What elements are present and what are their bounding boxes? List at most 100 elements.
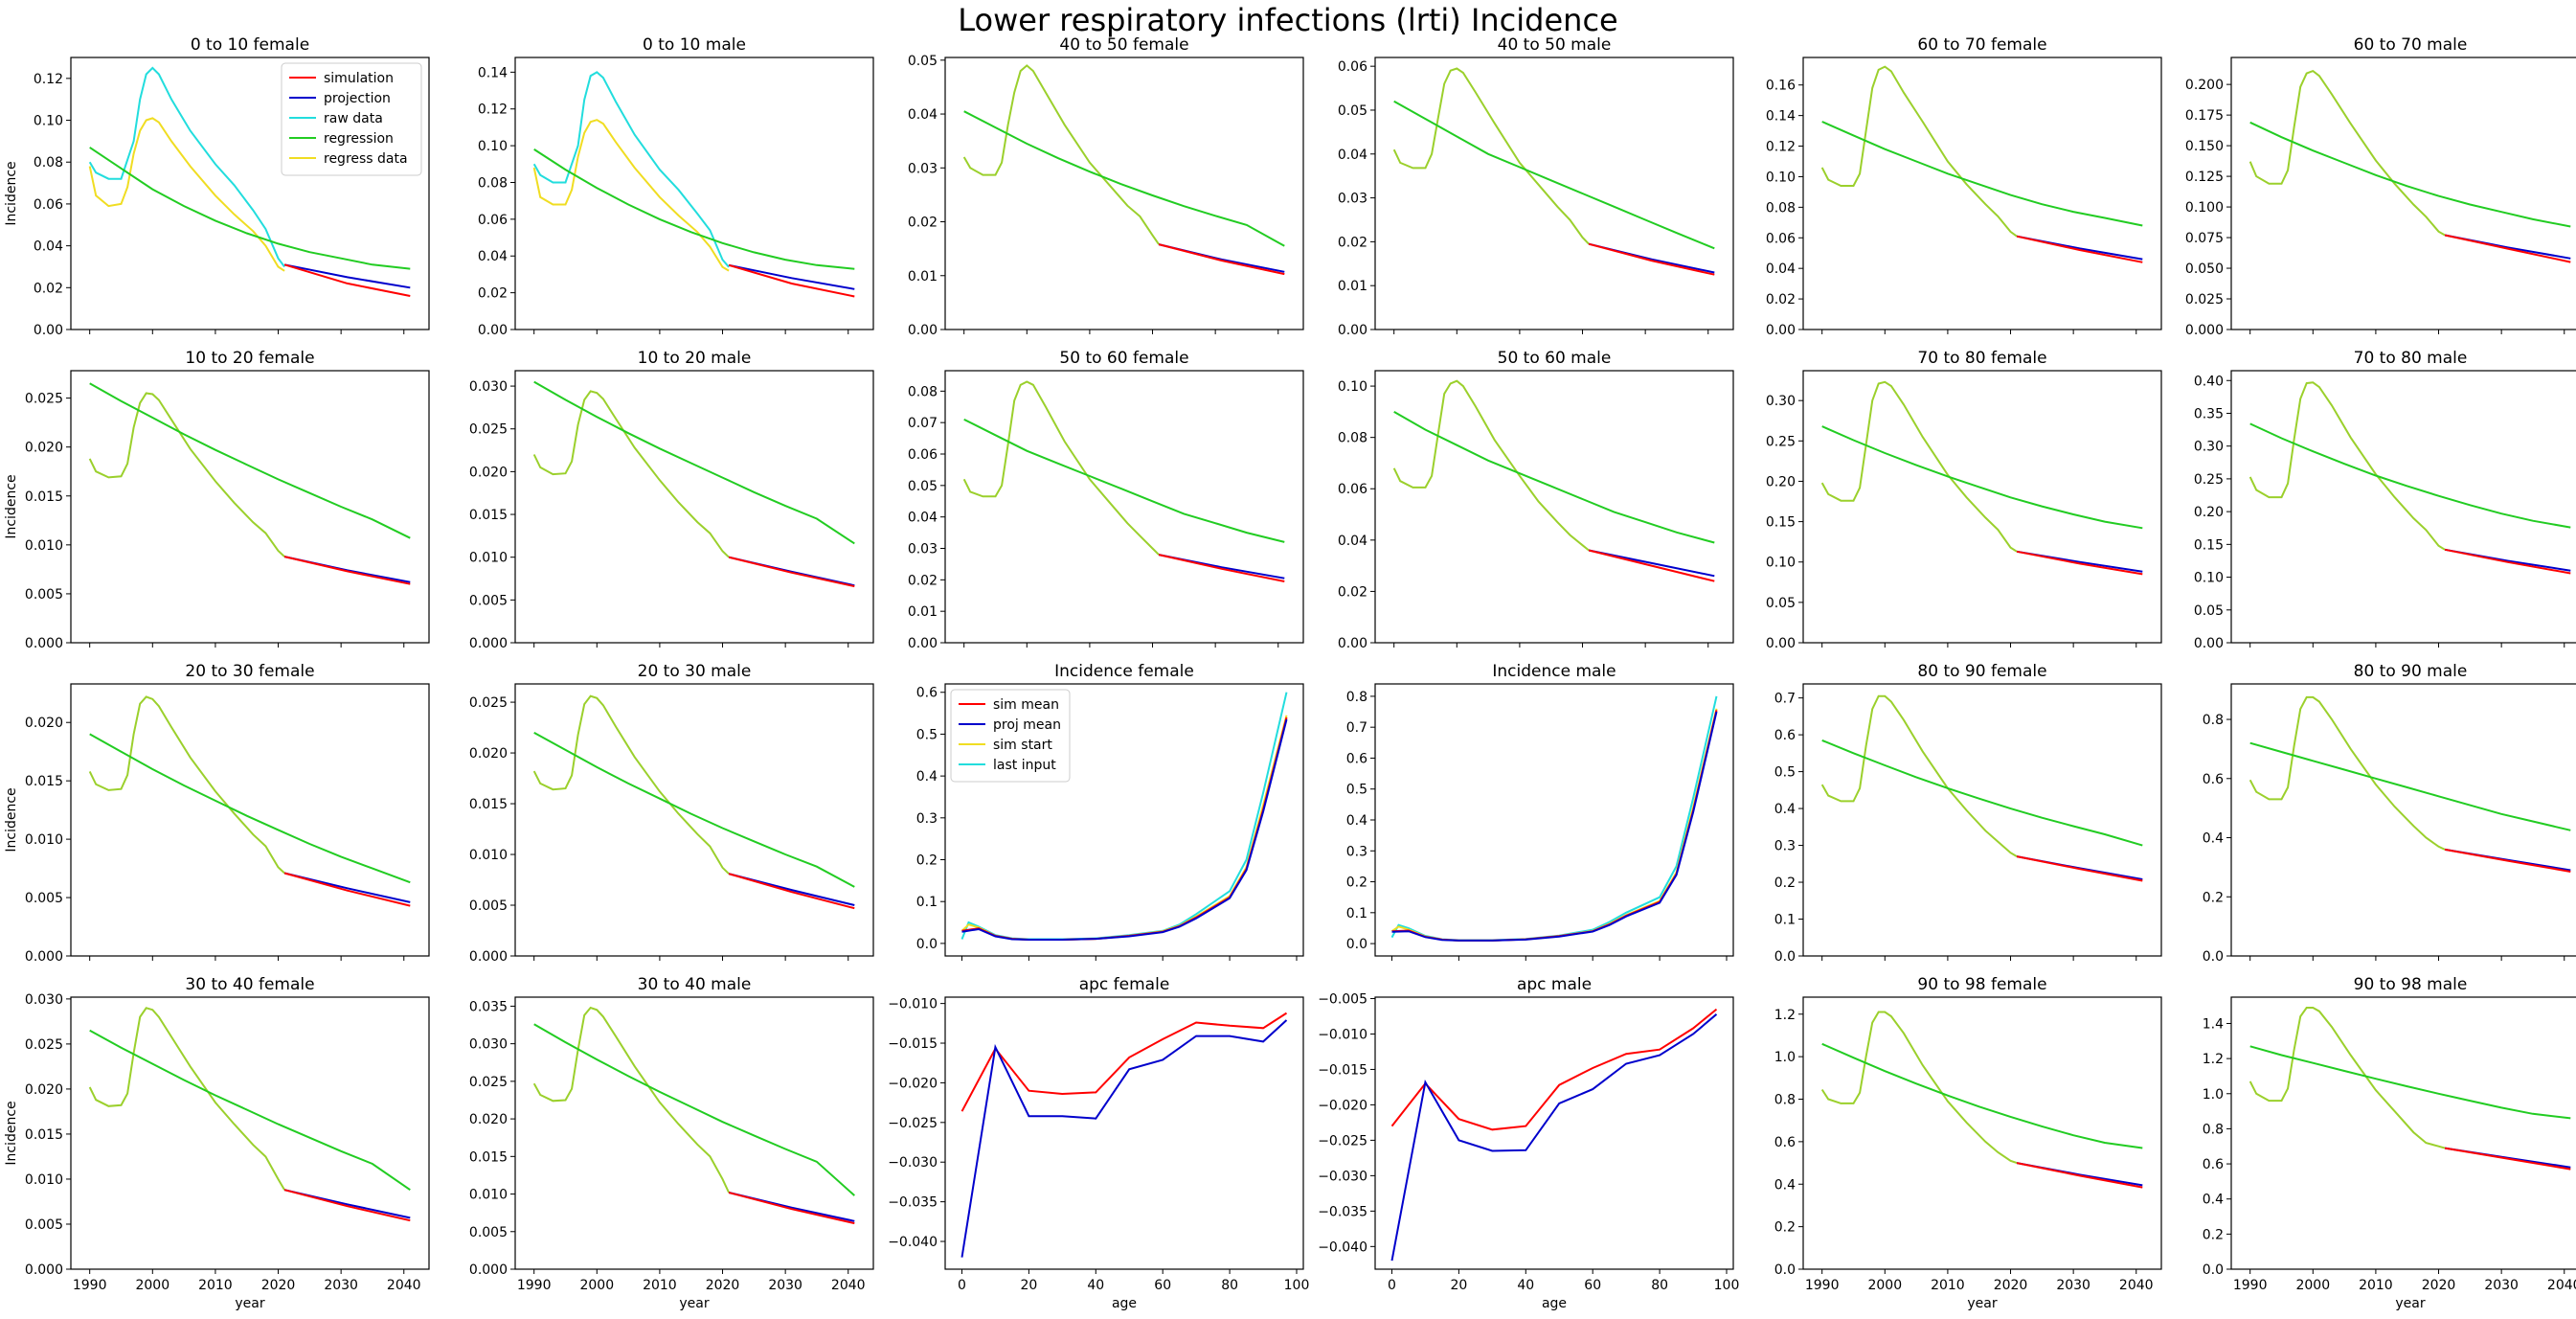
y-tick-label: −0.040 (888, 1235, 938, 1250)
x-tick-label: 1990 (1805, 1278, 1840, 1293)
subplot-6: 10 to 20 female 0.000 0.005 0.010 0.015 0.020… (4, 349, 430, 651)
y-tick-label: 0.35 (2194, 406, 2224, 421)
subplot-16: 80 to 90 female 0.0 0.1 0.2 0.3 0.4 0.5 0.6 0.7 (1774, 662, 2162, 965)
y-tick-label: 0.10 (34, 114, 63, 129)
y-tick-label: 0.6 (2203, 1157, 2224, 1172)
y-tick-label: 0.00 (478, 323, 508, 338)
y-axis-label: Incidence (4, 161, 19, 225)
series-line-1 (1821, 425, 2143, 530)
y-tick-label: 0.08 (908, 384, 938, 399)
y-tick-label: −0.015 (1318, 1062, 1367, 1078)
x-tick-label: 0 (958, 1278, 966, 1293)
y-tick-label: 0.00 (2194, 636, 2224, 651)
y-tick-label: 0.30 (2194, 440, 2224, 455)
series-line-0 (532, 390, 730, 558)
subplot-title: 70 to 80 female (1917, 349, 2046, 368)
y-tick-label: 0.4 (2203, 831, 2224, 847)
y-tick-label: 0.02 (1766, 292, 1796, 307)
series-line-3 (1158, 554, 1285, 582)
y-tick-label: 0.02 (478, 286, 508, 302)
y-tick-label: 0.7 (1774, 692, 1796, 707)
subplot-22: 90 to 98 female 0.0 0.2 0.4 0.6 0.8 1.0 1.2 1990… (1774, 975, 2162, 1311)
y-tick-label: 0.020 (25, 1082, 63, 1098)
legend-label: regression (324, 131, 394, 147)
x-tick-label: 1990 (2233, 1278, 2268, 1293)
series-line-2 (89, 147, 411, 270)
subplot-title: 90 to 98 male (2354, 975, 2468, 994)
plot-frame (1374, 683, 1734, 957)
subplot-title: 60 to 70 female (1917, 35, 2046, 55)
y-tick-label: −0.015 (888, 1036, 938, 1052)
series-line-0 (2248, 69, 2446, 237)
y-tick-label: −0.025 (888, 1116, 938, 1131)
series-line-3 (283, 556, 411, 585)
series-line-0 (1820, 65, 2018, 238)
x-tick-label: 100 (1714, 1278, 1740, 1293)
series-line-0 (2248, 695, 2446, 851)
y-tick-label: 0.0 (1346, 937, 1367, 952)
legend-label: sim start (993, 738, 1052, 753)
y-tick-label: 0.015 (469, 508, 508, 523)
y-tick-label: 0.005 (469, 593, 508, 608)
plot-frame (514, 996, 874, 1270)
legend-label: sim mean (993, 697, 1059, 713)
series-line-0 (1390, 1008, 1718, 1131)
y-tick-label: 0.000 (469, 1262, 508, 1278)
series-line-1 (1393, 411, 1715, 544)
series-line-4 (728, 263, 855, 298)
y-tick-label: 0.02 (34, 281, 63, 296)
series-line-0 (88, 1007, 285, 1191)
y-tick-label: 0.20 (2194, 505, 2224, 520)
plot-frame (70, 370, 430, 644)
y-axis-label: Incidence (4, 474, 19, 538)
subplot-title: 10 to 20 male (638, 349, 752, 368)
subplot-title: 30 to 40 female (185, 975, 314, 994)
y-tick-label: 0.30 (1766, 394, 1796, 409)
subplot-title: 0 to 10 male (643, 35, 746, 55)
y-tick-label: 0.00 (1766, 636, 1796, 651)
y-axis-label: Incidence (4, 1101, 19, 1165)
y-tick-label: 0.04 (34, 239, 63, 255)
y-tick-label: 0.0 (2203, 949, 2224, 965)
x-tick-label: 2010 (643, 1278, 677, 1293)
y-tick-label: 0.02 (1338, 584, 1367, 600)
subplot-3: 40 to 50 male 0.00 0.01 0.02 0.03 0.04 0.05 0.0… (1338, 35, 1734, 338)
y-tick-label: 0.25 (1766, 434, 1796, 449)
y-tick-label: 0.6 (1774, 1135, 1796, 1150)
series-line-0 (532, 71, 730, 268)
x-tick-label: 2040 (387, 1278, 421, 1293)
plot-frame (1802, 57, 2162, 330)
x-tick-label: 2040 (2119, 1278, 2154, 1293)
plot-frame (70, 683, 430, 957)
y-tick-label: 0.175 (2185, 108, 2224, 124)
subplot-title: 80 to 90 female (1917, 662, 2046, 681)
subplot-title: 40 to 50 female (1059, 35, 1188, 55)
series-line-0 (88, 695, 285, 875)
series-line-1 (88, 117, 285, 272)
y-tick-label: −0.010 (1318, 1027, 1367, 1042)
plot-frame (514, 683, 874, 957)
y-tick-label: 0.7 (1346, 720, 1367, 736)
subplot-title: apc female (1079, 975, 1170, 994)
legend-label: last input (993, 758, 1056, 773)
x-tick-label: 100 (1284, 1278, 1310, 1293)
y-tick-label: 0.2 (1774, 876, 1796, 891)
plot-frame (944, 57, 1304, 330)
y-tick-label: −0.035 (888, 1195, 938, 1211)
y-tick-label: 0.030 (469, 1037, 508, 1053)
y-tick-label: 0.0 (1774, 949, 1796, 965)
series-line-0 (1820, 694, 2018, 857)
series-line-3 (728, 556, 855, 588)
legend-box (950, 689, 1071, 783)
subplot-title: 60 to 70 male (2354, 35, 2468, 55)
y-tick-label: 0.000 (469, 949, 508, 965)
y-tick-label: 0.10 (478, 139, 508, 154)
y-tick-label: 0.6 (916, 686, 938, 701)
y-tick-label: 0.000 (25, 636, 63, 651)
y-tick-label: 0.20 (1766, 474, 1796, 489)
series-line-1 (963, 419, 1285, 543)
x-tick-label: 20 (1450, 1278, 1467, 1293)
series-line-0 (2248, 1007, 2446, 1149)
x-tick-label: 2020 (261, 1278, 296, 1293)
